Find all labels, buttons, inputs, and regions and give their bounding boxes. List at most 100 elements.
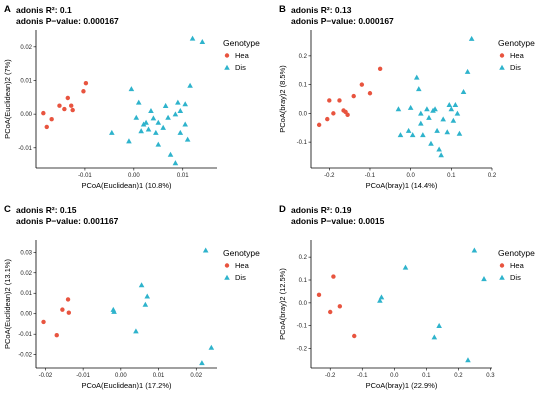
data-point-hea	[70, 107, 75, 113]
data-point-dis	[202, 247, 209, 253]
data-point-dis	[126, 138, 132, 144]
data-point-dis	[187, 82, 193, 88]
data-point-dis	[175, 99, 181, 105]
legend-label-dis: Dis	[235, 273, 246, 282]
data-point-hea	[337, 98, 342, 103]
data-point-dis	[182, 121, 189, 127]
data-point-hea	[325, 116, 330, 122]
y-tick-label: 0.0	[299, 301, 308, 307]
data-point-hea	[316, 292, 322, 298]
x-axis-label: PCoA(Euclidean)1 (17.2%)	[81, 381, 172, 390]
x-tick-label: 0.00	[128, 173, 140, 179]
x-tick-label: 0.02	[190, 373, 202, 379]
data-point-hea	[316, 122, 322, 128]
panel-letter: D	[279, 204, 286, 215]
stat-p-value: adonis P−value: 0.001167	[16, 216, 119, 226]
data-point-dis	[177, 129, 184, 135]
x-tick-label: -0.2	[324, 173, 335, 179]
y-tick-label: 0.2	[299, 54, 308, 60]
data-point-dis	[405, 127, 412, 133]
data-point-dis	[162, 102, 169, 108]
data-point-dis	[138, 282, 145, 288]
data-point-dis	[172, 111, 179, 117]
data-point-dis	[142, 301, 149, 307]
stat-p-value: adonis P−value: 0.0015	[291, 216, 385, 226]
data-point-hea	[60, 307, 65, 312]
data-point-dis	[464, 68, 471, 74]
data-point-dis	[109, 129, 115, 135]
x-tick-label: -0.2	[325, 373, 336, 379]
y-tick-label: 0.1	[299, 83, 308, 89]
data-point-dis	[199, 360, 205, 366]
data-point-dis	[481, 276, 487, 282]
panel-letter: A	[4, 4, 11, 15]
data-point-dis	[424, 106, 430, 112]
data-point-hea	[57, 103, 62, 108]
data-point-dis	[208, 344, 215, 350]
panel-letter: C	[4, 204, 11, 215]
x-tick-label: 0.0	[390, 373, 399, 379]
y-tick-label: -0.01	[18, 332, 32, 338]
legend-title: Genotype	[223, 38, 260, 48]
data-point-dis	[155, 141, 162, 147]
data-point-hea	[224, 263, 230, 268]
data-point-dis	[454, 110, 461, 116]
data-point-hea	[65, 297, 71, 302]
data-point-hea	[377, 66, 383, 72]
data-point-dis	[172, 160, 179, 166]
x-tick-label: 0.0	[406, 173, 415, 179]
y-axis-label: PCoA(Euclidean)2 (13.1%)	[3, 258, 12, 349]
data-point-dis	[460, 89, 467, 95]
data-point-dis	[184, 136, 191, 142]
legend-label-dis: Dis	[510, 63, 521, 72]
data-point-dis	[418, 110, 424, 116]
x-tick-label: -0.01	[76, 373, 90, 379]
y-tick-label: 0.1	[299, 278, 308, 284]
data-point-dis	[133, 328, 139, 334]
data-point-dis	[499, 274, 505, 280]
data-point-hea	[345, 112, 350, 118]
x-axis-label: PCoA(bray)1 (22.9%)	[366, 381, 438, 390]
y-tick-label: -0.02	[18, 353, 32, 359]
data-point-hea	[328, 309, 333, 315]
y-axis-label: PCoA(bray)2 (12.5%)	[278, 268, 287, 340]
data-point-dis	[153, 129, 159, 135]
x-tick-label: 0.1	[422, 373, 431, 379]
data-point-hea	[367, 91, 373, 96]
stat-r2: adonis R²: 0.19	[291, 205, 352, 215]
data-point-dis	[420, 132, 426, 138]
x-tick-label: -0.02	[39, 373, 53, 379]
data-point-dis	[434, 127, 440, 133]
y-tick-label: -0.1	[297, 324, 308, 330]
data-point-dis	[418, 120, 424, 126]
y-tick-label: 0.00	[20, 312, 32, 318]
y-tick-label: 0.02	[20, 271, 32, 277]
data-point-dis	[409, 132, 416, 138]
data-point-dis	[128, 86, 135, 92]
y-tick-label: 0.01	[20, 291, 32, 297]
x-tick-label: 0.01	[153, 373, 165, 379]
data-point-hea	[62, 106, 67, 112]
legend-title: Genotype	[223, 248, 260, 258]
data-point-hea	[54, 333, 59, 338]
y-tick-label: 0.0	[299, 111, 308, 117]
legend-label-hea: Hea	[235, 261, 250, 270]
y-tick-label: -0.01	[18, 146, 32, 152]
data-point-dis	[448, 106, 455, 112]
data-point-dis	[150, 115, 157, 121]
data-point-dis	[144, 293, 151, 299]
x-tick-label: -0.1	[357, 373, 368, 379]
data-point-dis	[140, 121, 147, 127]
data-point-dis	[145, 126, 152, 132]
data-point-dis	[446, 101, 453, 107]
y-tick-label: 0.01	[20, 78, 32, 84]
data-point-dis	[413, 74, 420, 80]
data-point-dis	[465, 357, 471, 363]
y-tick-label: -0.1	[297, 140, 308, 146]
data-point-hea	[499, 263, 505, 268]
stat-p-value: adonis P−value: 0.000167	[16, 16, 119, 26]
